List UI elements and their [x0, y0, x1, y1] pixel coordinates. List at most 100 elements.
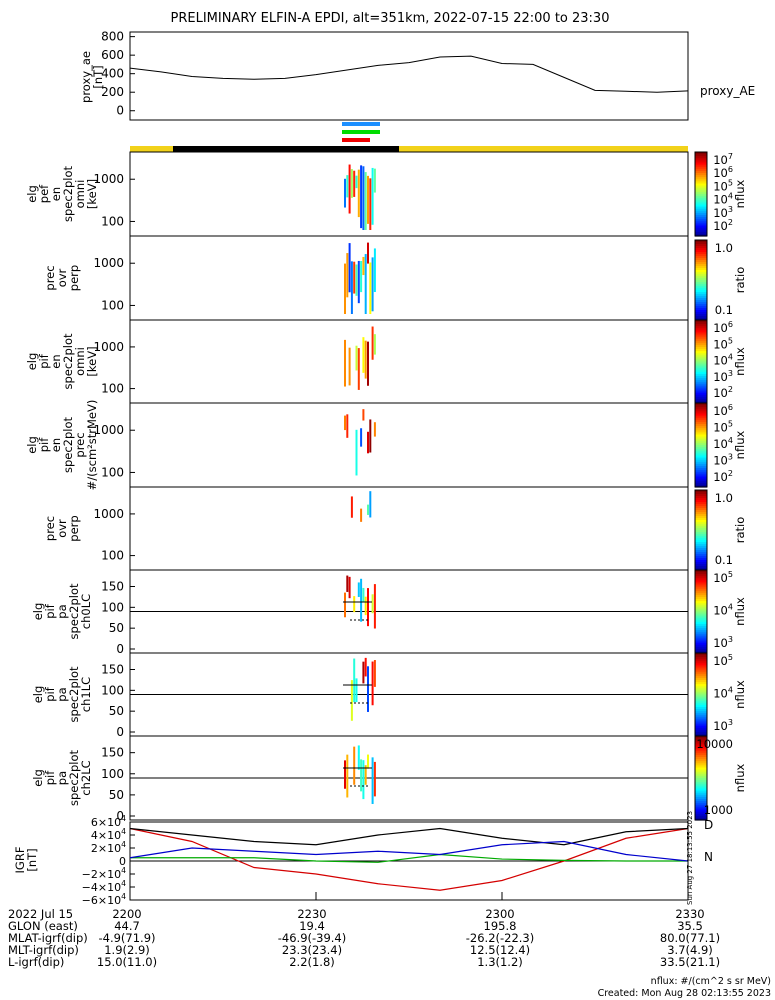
footer-cell: 2330: [675, 907, 705, 921]
panel-2-tick-label: 1000: [93, 256, 124, 270]
panel-5-colorbar-segment: [695, 510, 707, 513]
panel-6-data-stripe: [344, 592, 346, 618]
footer-cell: 19.4: [299, 919, 325, 933]
panel-4-colorbar-segment: [695, 411, 707, 415]
panel-7-colorbar-segment: [695, 729, 707, 733]
panel-8-colorbar-segment: [695, 809, 707, 813]
panel-7-colorbar-segment: [695, 711, 707, 714]
panel-1-colorbar-segment: [695, 212, 707, 216]
panel-4-ylabel: elg: [25, 436, 39, 454]
panel-3-colorbar-label: nflux: [733, 347, 747, 376]
proxy-ae-line: [129, 55, 689, 93]
panel-6-tick-label: 150: [101, 580, 124, 594]
panel-7-ylabel: pif: [43, 686, 57, 701]
panel-4-colorbar-tick: 102: [713, 469, 733, 484]
panel-6-colorbar-segment: [695, 586, 707, 590]
panel-8-ylabel: elg: [31, 769, 45, 787]
panel-5-colorbar-segment: [695, 528, 707, 531]
footer-cell: 2230: [297, 907, 327, 921]
panel-1-colorbar-tick: 106: [713, 165, 733, 180]
panel-6-colorbar-segment: [695, 609, 707, 613]
panel-7-ylabel: spec2plot: [67, 666, 81, 723]
panel-6-data-stripe: [367, 588, 369, 627]
panel-4-colorbar-segment: [695, 470, 707, 473]
panel-3-colorbar-segment: [695, 320, 707, 323]
panel-2-colorbar-segment: [695, 304, 707, 307]
panel-4-colorbar-segment: [695, 419, 707, 423]
panel-7-colorbar-segment: [695, 669, 707, 673]
panel-1-data-stripe: [350, 169, 353, 198]
igrf-tick-label: −6×104: [82, 892, 126, 907]
panel-3-colorbar-segment: [695, 324, 707, 327]
panel-5-colorbar-segment: [695, 560, 707, 563]
panel-4-colorbar-segment: [695, 449, 707, 452]
footer-cell: 12.5(12.4): [469, 943, 531, 957]
panel-1-colorbar-segment: [695, 164, 707, 168]
footer-cell: 3.7(4.9): [667, 943, 713, 957]
panel-3-colorbar-segment: [695, 398, 707, 402]
panel-2-ylabel: prec: [43, 265, 57, 290]
panel-1-colorbar-segment: [695, 210, 707, 214]
panel-5-tick-label: 1000: [93, 507, 124, 521]
panel-3-colorbar-segment: [695, 344, 707, 348]
panel-5-colorbar-label: ratio: [733, 517, 747, 544]
panel-5-colorbar-segment: [695, 526, 707, 529]
panel-7-colorbar-segment: [695, 692, 707, 696]
panel-1-data-stripe: [369, 178, 372, 230]
panel-1-colorbar-segment: [695, 181, 707, 185]
panel-7-ylabel: elg: [31, 686, 45, 704]
panel-1-colorbar-segment: [695, 177, 707, 180]
footer-row-label: L-igrf(dip): [8, 955, 65, 969]
panel-7-colorbar-segment: [695, 694, 707, 698]
panel-3-colorbar-tick: 105: [713, 336, 733, 351]
panel-4-colorbar-segment: [695, 442, 707, 446]
panel-4-colorbar-segment: [695, 415, 707, 419]
panel-5-colorbar-segment: [695, 490, 707, 493]
panel-8-colorbar-tick: 10000: [696, 737, 733, 751]
panel-2-colorbar-segment: [695, 244, 707, 247]
panel-7-colorbar-segment: [695, 715, 707, 718]
panel-3-colorbar-tick: 103: [713, 369, 733, 384]
panel-3-colorbar-segment: [695, 342, 707, 346]
panel-3-colorbar-segment: [695, 388, 707, 392]
panel-8-tick-label: 50: [109, 788, 124, 802]
panel-1-colorbar-segment: [695, 202, 707, 206]
panel-3-ylabel: omni: [73, 347, 87, 376]
panel-3-data-stripe: [367, 341, 369, 386]
panel-3-colorbar-segment: [695, 322, 707, 325]
panel-3-colorbar-segment: [695, 373, 707, 377]
panel-5-colorbar-segment: [695, 540, 707, 543]
footer-row-label: MLT-igrf(dip): [8, 943, 79, 957]
panel-8-colorbar-segment: [695, 782, 707, 785]
panel-1-colorbar-segment: [695, 158, 707, 161]
panel-5-colorbar-segment: [695, 492, 707, 495]
panel-1-colorbar-tick: 104: [713, 192, 733, 207]
panel-2-data-stripe: [344, 263, 346, 314]
panel-7-data-stripe: [373, 660, 376, 687]
panel-4-colorbar-segment: [695, 409, 707, 412]
panel-4-colorbar-segment: [695, 484, 707, 488]
panel-6-ylabel: ch0LC: [79, 594, 93, 629]
panel-1-data-stripe: [344, 178, 346, 208]
panel-3-colorbar-segment: [695, 367, 707, 371]
panel-3-ylabel: [keV]: [85, 346, 99, 376]
panel-7-ylabel: pa: [55, 687, 69, 701]
panel-4-frame: [129, 402, 689, 488]
panel-2-colorbar-segment: [695, 276, 707, 279]
panel-1-frame: [129, 151, 689, 237]
panel-8-colorbar-frame: [694, 735, 708, 821]
panel-6-tick-label: 100: [101, 600, 124, 614]
panel-7-colorbar-segment: [695, 682, 707, 685]
panel-1-ylabel: elg: [25, 185, 39, 203]
panel-2-colorbar-segment: [695, 274, 707, 277]
panel-2-colorbar-segment: [695, 264, 707, 267]
panel-4-colorbar-segment: [695, 482, 707, 486]
panel-2-colorbar-segment: [695, 278, 707, 281]
panel-4-tick-label: 100: [101, 465, 124, 479]
panel-7-colorbar-tick: 104: [713, 686, 733, 701]
created-stamp: Created: Mon Aug 28 02:13:55 2023: [597, 988, 771, 999]
panel-5-colorbar-segment: [695, 536, 707, 539]
panel-8-data-stripe: [357, 745, 360, 770]
panel-7-colorbar-segment: [695, 727, 707, 731]
panel-3-data-stripe: [357, 348, 360, 390]
